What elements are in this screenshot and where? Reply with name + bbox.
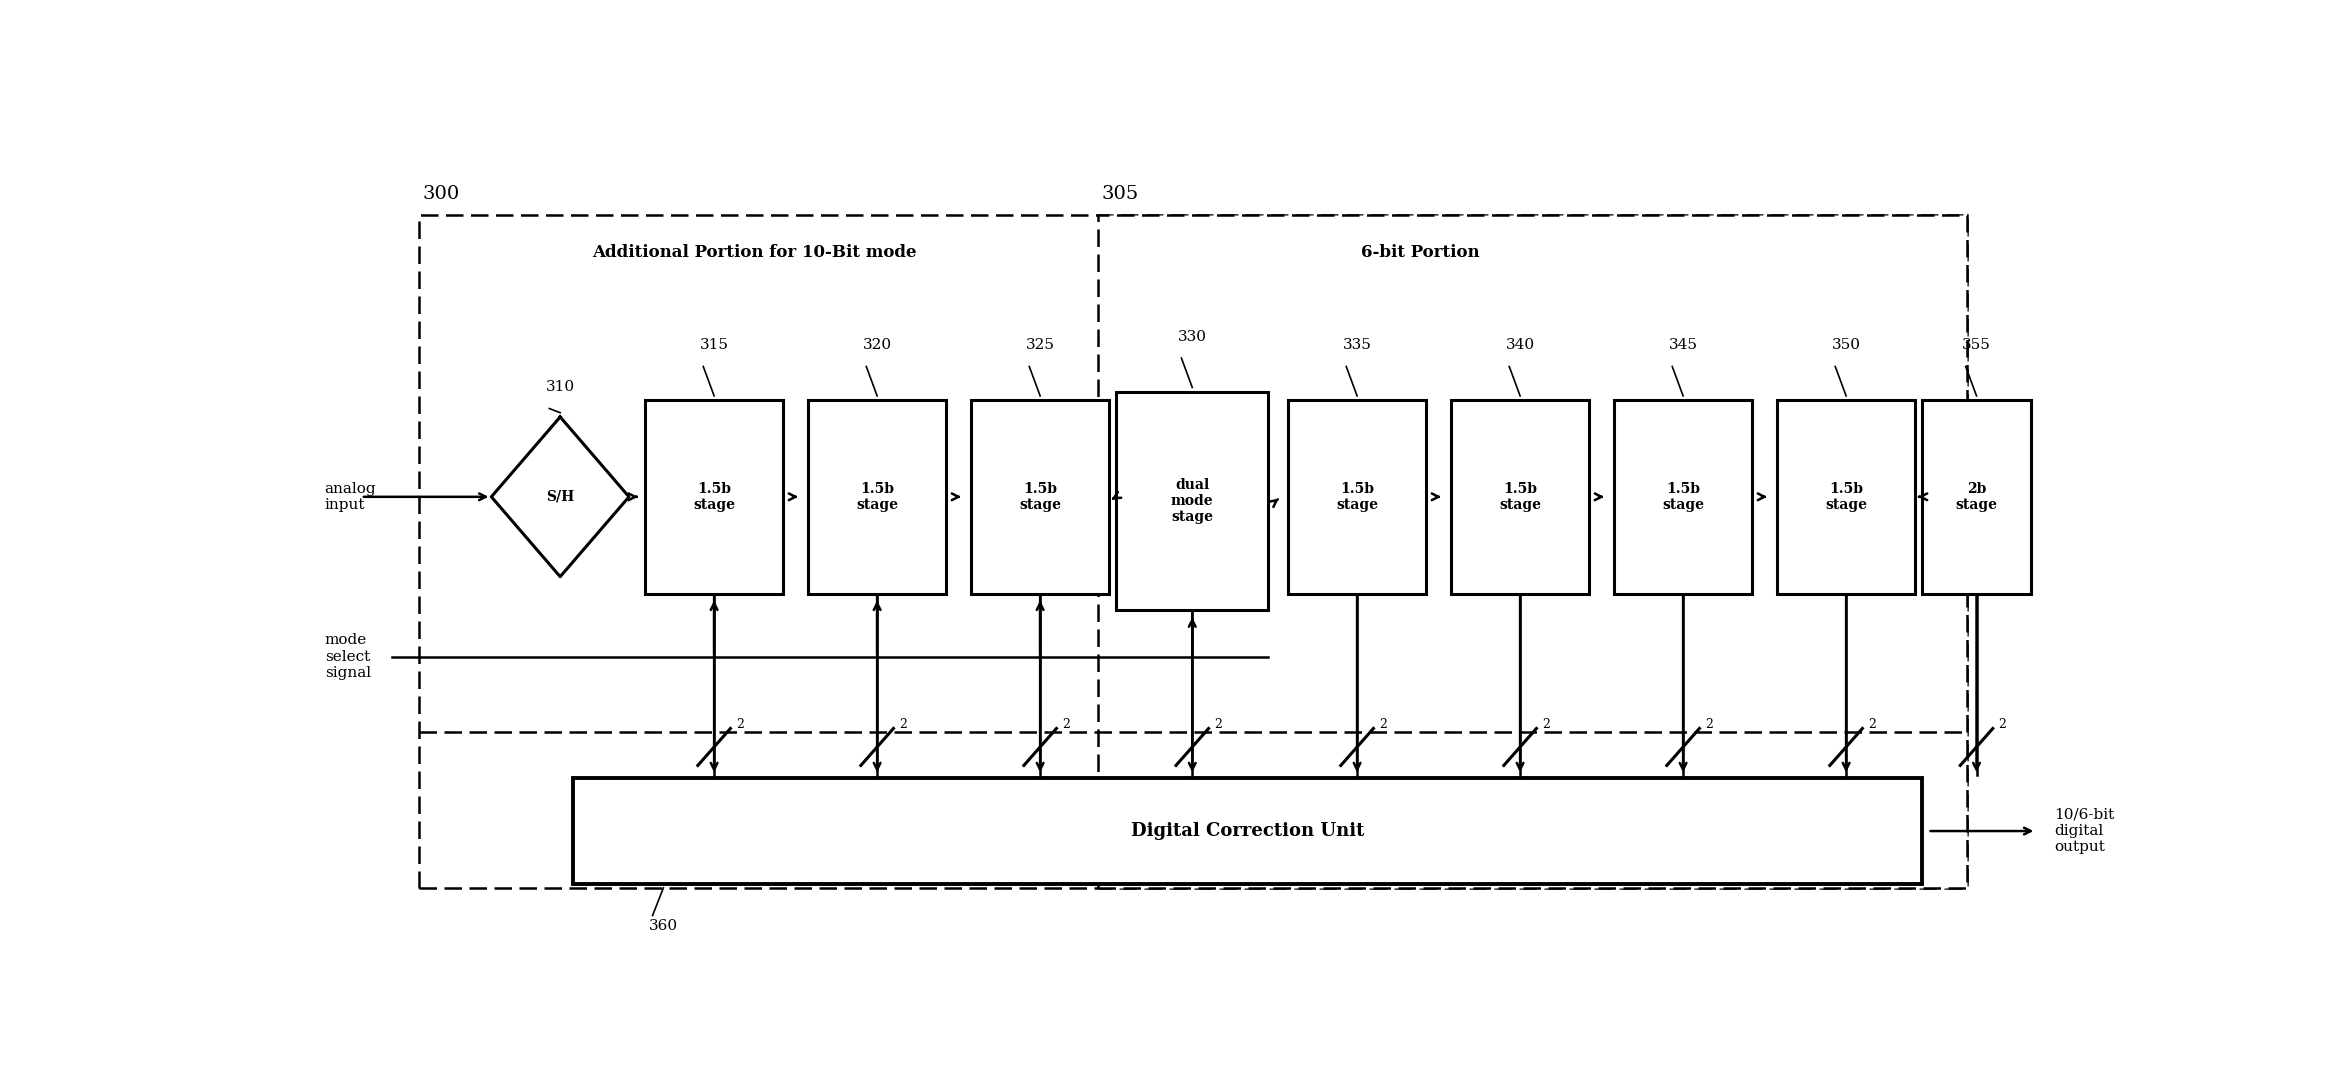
Text: 1.5b
stage: 1.5b stage xyxy=(1337,482,1379,512)
Text: mode
select
signal: mode select signal xyxy=(325,633,372,679)
Text: 325: 325 xyxy=(1026,339,1054,353)
Text: 1.5b
stage: 1.5b stage xyxy=(1498,482,1540,512)
Bar xyxy=(1921,400,2031,594)
Text: 2: 2 xyxy=(1867,717,1877,731)
Text: 2: 2 xyxy=(1998,717,2005,731)
Bar xyxy=(573,779,1921,883)
Bar xyxy=(418,215,1968,888)
Text: dual
mode
stage: dual mode stage xyxy=(1171,478,1213,524)
Bar xyxy=(972,400,1110,594)
Text: 305: 305 xyxy=(1101,186,1138,203)
Text: Digital Correction Unit: Digital Correction Unit xyxy=(1131,822,1365,840)
Bar xyxy=(1451,400,1589,594)
Bar xyxy=(1098,215,1968,888)
Bar xyxy=(1778,400,1914,594)
Bar xyxy=(1615,400,1753,594)
Text: Additional Portion for 10-Bit mode: Additional Portion for 10-Bit mode xyxy=(591,245,916,261)
Text: 1.5b
stage: 1.5b stage xyxy=(855,482,897,512)
Bar xyxy=(645,400,783,594)
Text: S/H: S/H xyxy=(547,490,575,503)
Text: 2b
stage: 2b stage xyxy=(1956,482,1998,512)
Text: 355: 355 xyxy=(1963,339,1991,353)
Bar xyxy=(1117,392,1269,610)
Text: 2: 2 xyxy=(1061,717,1070,731)
Text: 320: 320 xyxy=(862,339,893,353)
Text: 10/6-bit
digital
output: 10/6-bit digital output xyxy=(2054,807,2115,854)
Text: 315: 315 xyxy=(699,339,729,353)
Text: 340: 340 xyxy=(1505,339,1535,353)
Text: 2: 2 xyxy=(1542,717,1549,731)
Text: 2: 2 xyxy=(1379,717,1386,731)
Text: 2: 2 xyxy=(900,717,907,731)
Text: 350: 350 xyxy=(1832,339,1860,353)
Text: analog
input: analog input xyxy=(325,482,376,512)
Text: 6-bit Portion: 6-bit Portion xyxy=(1360,245,1479,261)
Text: 1.5b
stage: 1.5b stage xyxy=(1825,482,1867,512)
Text: 1.5b
stage: 1.5b stage xyxy=(1662,482,1704,512)
Text: 310: 310 xyxy=(545,380,575,394)
Text: 360: 360 xyxy=(650,918,678,933)
Bar xyxy=(809,400,946,594)
Text: 330: 330 xyxy=(1178,330,1206,344)
Text: 1.5b
stage: 1.5b stage xyxy=(694,482,736,512)
Text: 2: 2 xyxy=(736,717,743,731)
Bar xyxy=(1288,400,1426,594)
Text: 1.5b
stage: 1.5b stage xyxy=(1019,482,1061,512)
Text: 335: 335 xyxy=(1344,339,1372,353)
Text: 2: 2 xyxy=(1213,717,1222,731)
Text: 300: 300 xyxy=(423,186,460,203)
Text: 345: 345 xyxy=(1669,339,1697,353)
Text: 2: 2 xyxy=(1706,717,1713,731)
